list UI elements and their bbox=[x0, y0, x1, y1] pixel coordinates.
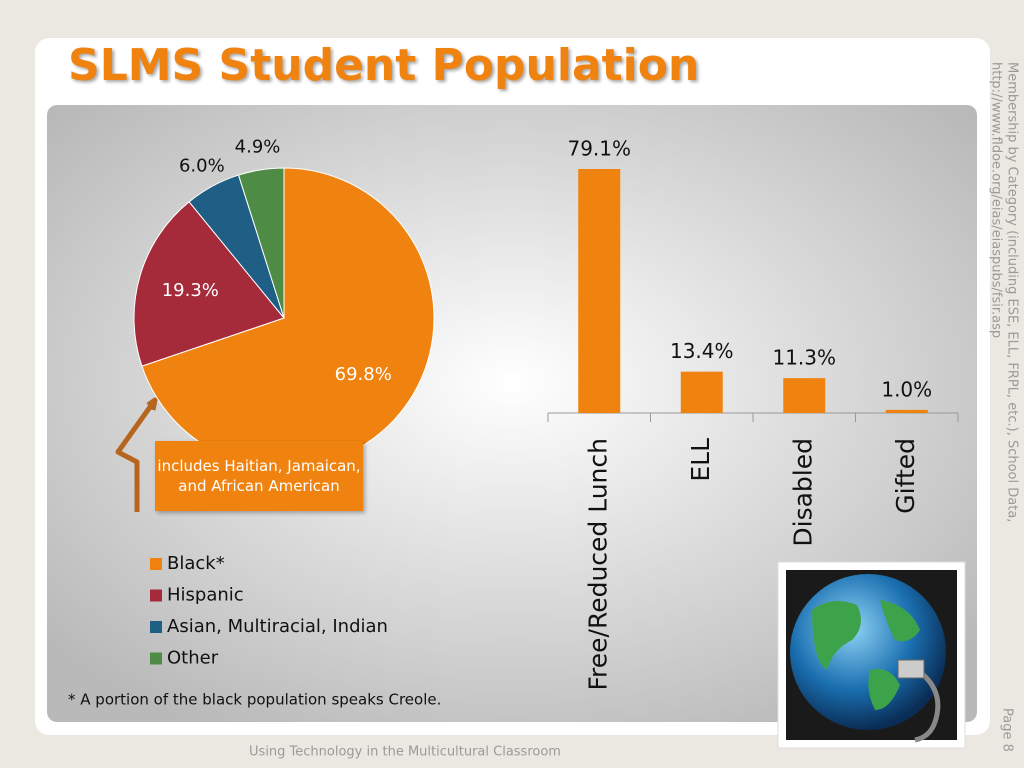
bar bbox=[885, 409, 928, 413]
slide-title: SLMS Student Population bbox=[68, 40, 700, 91]
x-tick-label: Gifted bbox=[891, 438, 920, 514]
x-tick-label: ELL bbox=[686, 438, 715, 482]
footer: Using Technology in the Multicultural Cl… bbox=[249, 745, 561, 760]
legend-label: Asian, Multiracial, Indian bbox=[167, 616, 388, 637]
bar bbox=[578, 169, 621, 413]
continents bbox=[812, 600, 920, 710]
data-label: 69.8% bbox=[335, 364, 392, 385]
page-number: Page 8 bbox=[1000, 708, 1015, 752]
data-label: 19.3% bbox=[162, 280, 219, 301]
data-label: 79.1% bbox=[567, 137, 631, 161]
data-label: 6.0% bbox=[179, 155, 225, 176]
data-label: 11.3% bbox=[772, 346, 836, 370]
bar bbox=[783, 378, 826, 413]
legend-swatch bbox=[150, 589, 162, 602]
source-line: Membership by Category (including ESE, E… bbox=[1005, 62, 1020, 522]
legend-swatch bbox=[150, 621, 162, 633]
data-label: 1.0% bbox=[881, 377, 932, 401]
data-label: 13.4% bbox=[670, 339, 734, 363]
footnote: * A portion of the black population spea… bbox=[68, 691, 441, 709]
data-label: 4.9% bbox=[235, 137, 281, 158]
legend-label: Hispanic bbox=[167, 585, 244, 606]
legend-swatch bbox=[150, 652, 162, 665]
pie-slice bbox=[133, 201, 285, 367]
legend-label: Other bbox=[167, 648, 219, 669]
pie-slice bbox=[237, 167, 285, 319]
x-tick-label: Free/Reduced Lunch bbox=[583, 438, 612, 691]
cable bbox=[914, 670, 941, 743]
globe-picture bbox=[777, 561, 966, 749]
globe bbox=[790, 574, 946, 730]
legend-swatch bbox=[150, 558, 162, 570]
source-line: http://www.fldoe.org/eias/eiaspubs/fsir.… bbox=[989, 62, 1004, 338]
legend-label: Black* bbox=[167, 553, 225, 574]
x-tick-label: Disabled bbox=[788, 438, 817, 547]
callout-arrow bbox=[115, 397, 158, 512]
bar bbox=[680, 371, 723, 413]
callout: includes Haitian, Jamaican, and African … bbox=[155, 441, 363, 511]
plug bbox=[897, 659, 925, 679]
